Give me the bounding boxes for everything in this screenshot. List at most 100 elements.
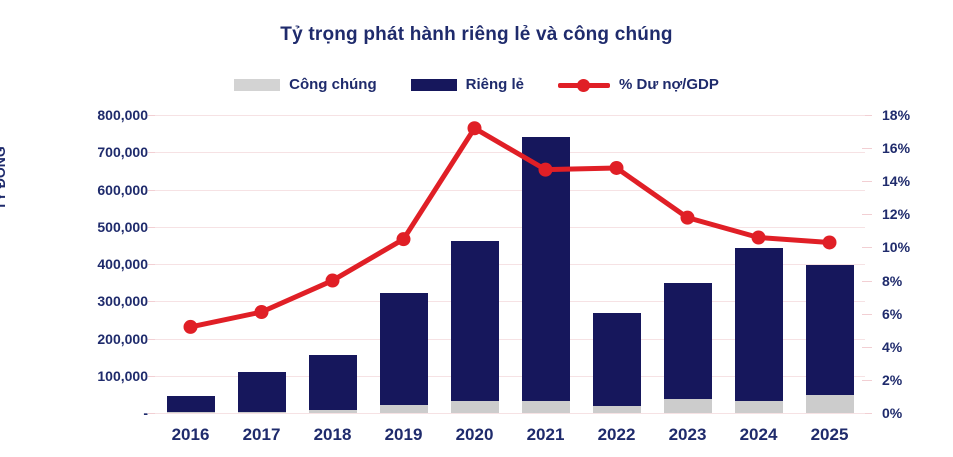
x-axis-tick-label: 2023: [668, 425, 707, 444]
plot-area: [155, 115, 865, 414]
bar-group[interactable]: [166, 115, 215, 413]
bar-segment-rieng-le[interactable]: [521, 136, 570, 402]
gridline: [155, 226, 865, 228]
line-series: [183, 121, 837, 334]
y-axis-right-tickmark: [862, 379, 872, 381]
bar-group[interactable]: [734, 115, 783, 413]
bar-segment-rieng-le[interactable]: [379, 293, 428, 405]
line-data-point[interactable]: [538, 162, 553, 177]
line-data-point[interactable]: [609, 160, 624, 175]
y-axis-right-tick: 8%: [882, 272, 903, 289]
bar-segment-cong-chung[interactable]: [166, 412, 215, 413]
bar-group[interactable]: [379, 115, 428, 413]
y-axis-left-tick: -: [143, 405, 148, 421]
gridline: [155, 152, 865, 154]
y-axis-left-tickmark: [148, 152, 157, 154]
line-data-point[interactable]: [254, 305, 269, 320]
bar-segment-cong-chung[interactable]: [592, 405, 641, 413]
legend-item-cong-chung[interactable]: Công chúng: [234, 76, 377, 93]
y-axis-left-tickmark: [148, 189, 157, 191]
y-axis-title: TỶ ĐỒNG: [0, 146, 8, 210]
y-axis-left-tick: 100,000: [97, 367, 148, 384]
x-axis-tick-label: 2021: [526, 425, 565, 444]
y-axis-right-tickmark: [862, 115, 872, 116]
chart-legend: Công chúng Riêng lẻ % Dư nợ/GDP: [0, 76, 953, 93]
x-axis-labels: 2016 2017 2018 2019 2020 2021 2022 2023 2024 2025: [155, 425, 865, 455]
y-axis-right-tick: 10%: [882, 239, 911, 256]
bar-segment-cong-chung[interactable]: [663, 398, 712, 413]
bar-series: [155, 115, 865, 413]
bar-segment-rieng-le[interactable]: [805, 265, 854, 396]
y-axis-left-tick: 600,000: [97, 181, 148, 198]
x-axis-tick-label: 2024: [739, 425, 778, 444]
chart-title: Tỷ trọng phát hành riêng lẻ và công chún…: [280, 24, 673, 45]
bar-segment-rieng-le[interactable]: [592, 313, 641, 406]
bar-segment-rieng-le[interactable]: [734, 248, 783, 402]
y-axis-right-tickmark: [862, 181, 872, 183]
bar-group[interactable]: [521, 115, 570, 413]
gridlines: [155, 115, 865, 414]
bar-segment-rieng-le[interactable]: [308, 355, 357, 411]
legend-swatch-icon: [410, 78, 457, 91]
y-axis-right-tick: 18%: [882, 107, 911, 123]
bar-group[interactable]: [592, 115, 641, 413]
legend-line-marker-icon: [557, 78, 610, 92]
y-axis-right-tick: 14%: [882, 173, 911, 190]
legend-label: Riêng lẻ: [465, 76, 524, 93]
y-axis-left-tick: 700,000: [97, 144, 148, 161]
line-data-point[interactable]: [183, 319, 198, 334]
legend-item-du-no-gdp[interactable]: % Dư nợ/GDP: [557, 76, 719, 93]
x-axis-tick-label: 2016: [171, 425, 210, 444]
y-axis-right-tick: 16%: [882, 140, 911, 157]
bar-group[interactable]: [237, 115, 286, 413]
y-axis-right-tick: 6%: [882, 305, 903, 322]
x-axis-tick-label: 2019: [384, 425, 423, 444]
gridline: [155, 264, 865, 265]
bar-segment-rieng-le[interactable]: [166, 395, 215, 413]
gridline: [155, 115, 865, 116]
y-axis-left-tick: 500,000: [97, 218, 148, 235]
bar-segment-rieng-le[interactable]: [663, 283, 712, 399]
legend-item-rieng-le[interactable]: Riêng lẻ: [410, 76, 524, 93]
bar-group[interactable]: [308, 115, 357, 413]
bar-segment-cong-chung[interactable]: [308, 410, 357, 413]
y-axis-left-tickmark: [148, 375, 157, 377]
bar-segment-rieng-le[interactable]: [450, 241, 499, 401]
y-axis-left-tick: 400,000: [97, 256, 148, 272]
line-data-point[interactable]: [751, 230, 766, 245]
gridline: [155, 189, 865, 191]
bar-segment-cong-chung[interactable]: [450, 400, 499, 413]
line-data-point[interactable]: [822, 235, 837, 250]
x-axis-tick-label: 2025: [810, 425, 849, 444]
bar-group[interactable]: [663, 115, 712, 413]
bar-group[interactable]: [450, 115, 499, 413]
bar-segment-cong-chung[interactable]: [805, 395, 854, 413]
bar-segment-rieng-le[interactable]: [237, 372, 286, 412]
bar-segment-cong-chung[interactable]: [734, 401, 783, 413]
gridline: [155, 338, 865, 340]
legend-swatch-icon: [234, 78, 281, 91]
gridline: [155, 413, 865, 414]
legend-label: Công chúng: [289, 76, 377, 93]
line-data-point[interactable]: [396, 232, 411, 247]
x-axis-tick-label: 2017: [242, 425, 281, 444]
bar-segment-cong-chung[interactable]: [379, 404, 428, 413]
y-axis-left-tickmark: [148, 264, 157, 265]
y-axis-right-tick: 4%: [882, 338, 903, 355]
line-data-point[interactable]: [467, 121, 482, 136]
line-data-point[interactable]: [325, 273, 340, 288]
y-axis-right-tick: 0%: [882, 405, 903, 421]
y-axis-right-tickmark: [862, 214, 872, 216]
y-axis-left-tick: 300,000: [97, 293, 148, 310]
line-data-point[interactable]: [680, 210, 695, 225]
y-axis-right-tickmark: [862, 148, 872, 150]
legend-label: % Dư nợ/GDP: [618, 76, 719, 93]
y-axis-left-tick: 200,000: [97, 330, 148, 347]
y-axis-left-tickmark: [148, 301, 157, 303]
y-axis-right-tickmark: [862, 280, 872, 282]
bar-group[interactable]: [805, 115, 854, 413]
y-axis-left-tick: 800,000: [97, 107, 148, 123]
bar-segment-cong-chung[interactable]: [237, 411, 286, 413]
bar-segment-cong-chung[interactable]: [521, 401, 570, 413]
